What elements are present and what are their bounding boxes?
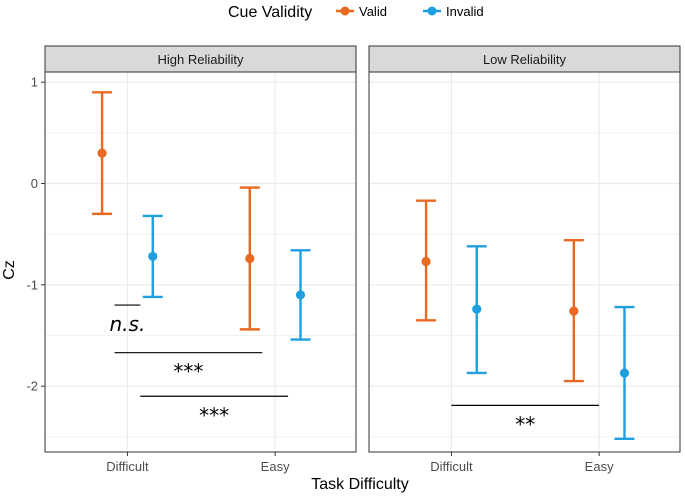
panel-border	[368, 71, 681, 453]
mean-point	[97, 148, 107, 158]
x-axis-title: Task Difficulty	[311, 476, 409, 493]
mean-point	[295, 290, 306, 300]
data-point-invalid-easy	[614, 305, 635, 441]
gridlines	[45, 72, 356, 452]
data-point-valid-easy	[563, 239, 584, 383]
mean-point	[619, 368, 630, 378]
significance-annotation: ***	[140, 395, 289, 427]
panel-strip	[368, 45, 681, 73]
significance-annotation: n.s.	[110, 304, 146, 336]
significance-label: **	[515, 412, 535, 436]
significance-label: ***	[173, 360, 203, 384]
significance-label: n.s.	[110, 312, 146, 336]
y-axis-title: Cz	[1, 260, 18, 280]
legend-label-invalid: Invalid	[446, 4, 484, 19]
mean-point	[472, 304, 482, 314]
panel-background	[369, 72, 680, 452]
y-tick-label: 1	[31, 75, 38, 90]
panel-high: High Reliability n.s. *** *** Difficult Easy 1…	[26, 45, 357, 474]
mean-point	[245, 253, 255, 264]
legend-label-valid: Valid	[359, 4, 387, 19]
significance-annotation: ***	[114, 352, 263, 384]
y-tick-label: -2	[26, 379, 38, 394]
x-tick-label: Easy	[261, 459, 290, 474]
legend-key-point-invalid	[427, 6, 437, 16]
y-tick-label: 0	[31, 176, 38, 191]
panel-low: Low Reliability ** Difficult Easy	[368, 45, 681, 474]
data-point-invalid-difficult	[466, 245, 487, 375]
data-point-valid-difficult	[416, 199, 437, 322]
x-tick-label: Difficult	[106, 459, 149, 474]
mean-point	[421, 256, 431, 267]
panel-background	[45, 72, 356, 452]
data-point-invalid-easy	[290, 249, 311, 341]
data-point-invalid-difficult	[142, 214, 163, 299]
legend: Cue Validity Valid Invalid	[228, 4, 484, 21]
panel-strip-title: Low Reliability	[483, 52, 567, 67]
y-tick-label: -1	[26, 277, 38, 292]
mean-point	[148, 251, 158, 262]
significance-label: ***	[199, 403, 229, 427]
panel-strip-title: High Reliability	[158, 52, 244, 67]
mean-point	[569, 306, 579, 316]
gridlines	[369, 72, 680, 452]
panel-border	[44, 71, 357, 453]
x-tick-label: Difficult	[430, 459, 473, 474]
data-point-valid-difficult	[92, 91, 113, 216]
x-tick-label: Easy	[585, 459, 614, 474]
legend-key-point-valid	[340, 6, 350, 16]
legend-title: Cue Validity	[228, 4, 312, 21]
significance-annotation: **	[451, 404, 600, 436]
data-point-valid-easy	[239, 186, 260, 331]
panel-strip	[44, 45, 357, 73]
